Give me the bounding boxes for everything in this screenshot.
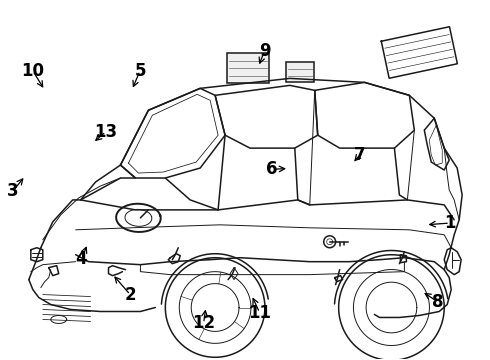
Bar xyxy=(286,62,314,82)
Text: 7: 7 xyxy=(354,146,366,164)
Text: 12: 12 xyxy=(192,314,215,332)
Text: 6: 6 xyxy=(266,160,278,178)
Text: 10: 10 xyxy=(21,62,44,80)
Text: 1: 1 xyxy=(444,214,456,232)
Text: 5: 5 xyxy=(134,62,146,80)
Bar xyxy=(227,54,269,84)
Text: 3: 3 xyxy=(7,182,19,200)
Text: 9: 9 xyxy=(259,42,270,60)
Text: 8: 8 xyxy=(432,293,443,311)
Text: 4: 4 xyxy=(75,250,87,268)
Text: 2: 2 xyxy=(124,286,136,304)
Text: 13: 13 xyxy=(95,123,118,141)
Text: 11: 11 xyxy=(248,304,271,322)
